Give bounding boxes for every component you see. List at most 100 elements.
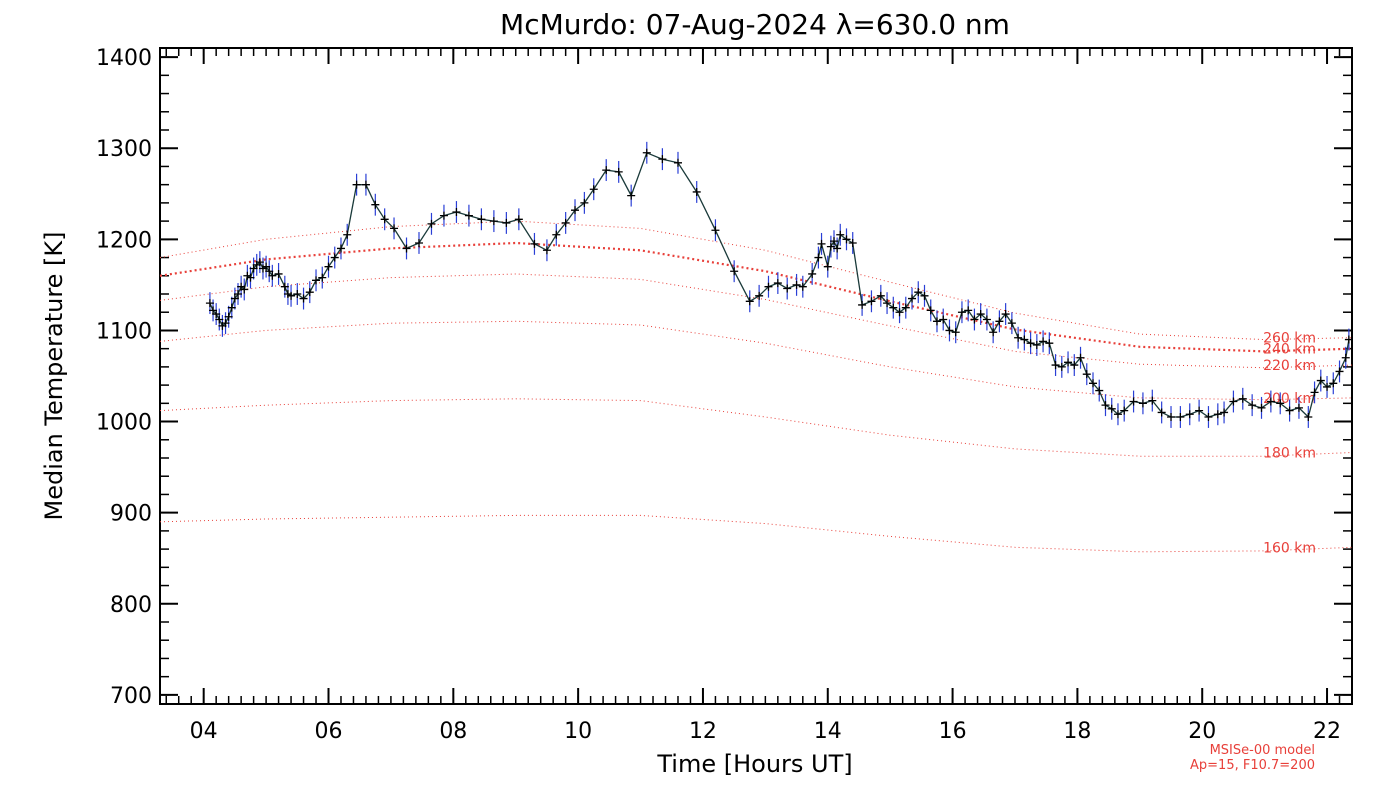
data-point (848, 238, 857, 247)
data-point (995, 317, 1004, 326)
data-point (1248, 401, 1257, 410)
measured-line (209, 151, 1350, 419)
data-point (1204, 413, 1213, 421)
data-point (287, 291, 296, 300)
data-point (895, 308, 904, 317)
data-point (312, 276, 321, 285)
data-point (1026, 339, 1035, 348)
data-point (324, 262, 333, 271)
y-tick-label: 1200 (96, 228, 152, 253)
data-point (215, 315, 224, 324)
data-point (1329, 379, 1338, 388)
data-point (1229, 397, 1238, 406)
data-point (692, 187, 701, 196)
data-point (842, 235, 851, 244)
data-point (970, 315, 979, 324)
y-tick-label: 1400 (96, 46, 152, 71)
model-curve-label: 180 km (1263, 446, 1316, 462)
x-tick-label: 16 (939, 719, 967, 744)
model-curve-label: 260 km (1263, 331, 1316, 347)
x-tick-label: 04 (190, 719, 218, 744)
data-point (452, 208, 461, 216)
data-point (1020, 335, 1029, 344)
data-point (658, 155, 667, 164)
data-point (1266, 397, 1275, 406)
data-point (542, 246, 551, 255)
data-point (1032, 341, 1041, 350)
data-point (427, 219, 436, 228)
data-point (755, 291, 764, 300)
model-curve-label: 160 km (1263, 540, 1316, 556)
data-point (240, 285, 249, 294)
data-point (901, 303, 910, 312)
data-point (1294, 403, 1303, 412)
data-point (293, 290, 302, 298)
data-point (305, 288, 314, 297)
data-point (945, 326, 954, 335)
model-curve-label: 240 km (1263, 342, 1316, 358)
data-point (234, 290, 243, 298)
data-point (1082, 370, 1091, 379)
data-point (1120, 406, 1129, 415)
data-point (205, 299, 214, 308)
x-tick-label: 14 (814, 719, 842, 744)
data-point (514, 215, 523, 224)
data-point (561, 218, 570, 227)
data-point (571, 206, 580, 215)
data-point (414, 238, 423, 247)
data-point (932, 317, 941, 326)
chart-title: McMurdo: 07-Aug-2024 λ=630.0 nm (500, 8, 1010, 41)
data-point (826, 242, 835, 251)
data-point (1335, 367, 1344, 376)
data-point (773, 279, 782, 288)
data-point (1157, 408, 1166, 417)
data-point (1076, 353, 1085, 362)
data-point (1316, 376, 1325, 385)
data-point (1285, 406, 1294, 415)
plot-area: 04 06 08 10 12 14 16 18 20 22 700 800 900 1000 1100 120… (96, 46, 1353, 744)
data-point (764, 282, 773, 291)
data-point (798, 282, 807, 291)
data-point (380, 215, 389, 224)
data-point (402, 244, 411, 253)
x-tick-label: 06 (315, 719, 343, 744)
y-tick-label: 1300 (96, 137, 152, 162)
data-point (1213, 410, 1222, 419)
data-point (808, 269, 817, 278)
data-point (1007, 319, 1016, 328)
data-point (889, 303, 898, 312)
data-point (989, 328, 998, 337)
data-point (982, 315, 991, 324)
x-tick-label: 08 (439, 719, 467, 744)
data-point (1195, 406, 1204, 415)
data-point (1344, 335, 1353, 344)
data-point (1089, 379, 1098, 388)
x-tick-label: 20 (1188, 719, 1216, 744)
data-point (957, 308, 966, 317)
model-curve-label: 220 km (1263, 358, 1316, 374)
data-point (745, 297, 754, 306)
y-tick-label: 900 (110, 502, 152, 527)
data-point (883, 299, 892, 308)
data-point (1176, 413, 1185, 421)
data-point (1185, 410, 1194, 419)
model-curve-180-km (159, 398, 1353, 457)
data-point (730, 267, 739, 276)
data-point (602, 166, 611, 175)
data-point (908, 294, 917, 303)
data-point (1167, 413, 1176, 421)
data-point (255, 258, 264, 267)
data-point (1323, 382, 1332, 391)
data-point (390, 224, 399, 233)
data-point (1148, 396, 1157, 405)
y-tick-label: 1100 (96, 319, 152, 344)
data-point (371, 200, 380, 209)
data-point (867, 297, 876, 306)
data-point (530, 239, 539, 248)
y-tick-label: 1000 (96, 411, 152, 436)
data-point (1101, 401, 1110, 410)
data-point (1064, 358, 1073, 367)
data-point (1039, 337, 1048, 346)
data-point (477, 215, 486, 224)
data-point (1341, 353, 1350, 362)
